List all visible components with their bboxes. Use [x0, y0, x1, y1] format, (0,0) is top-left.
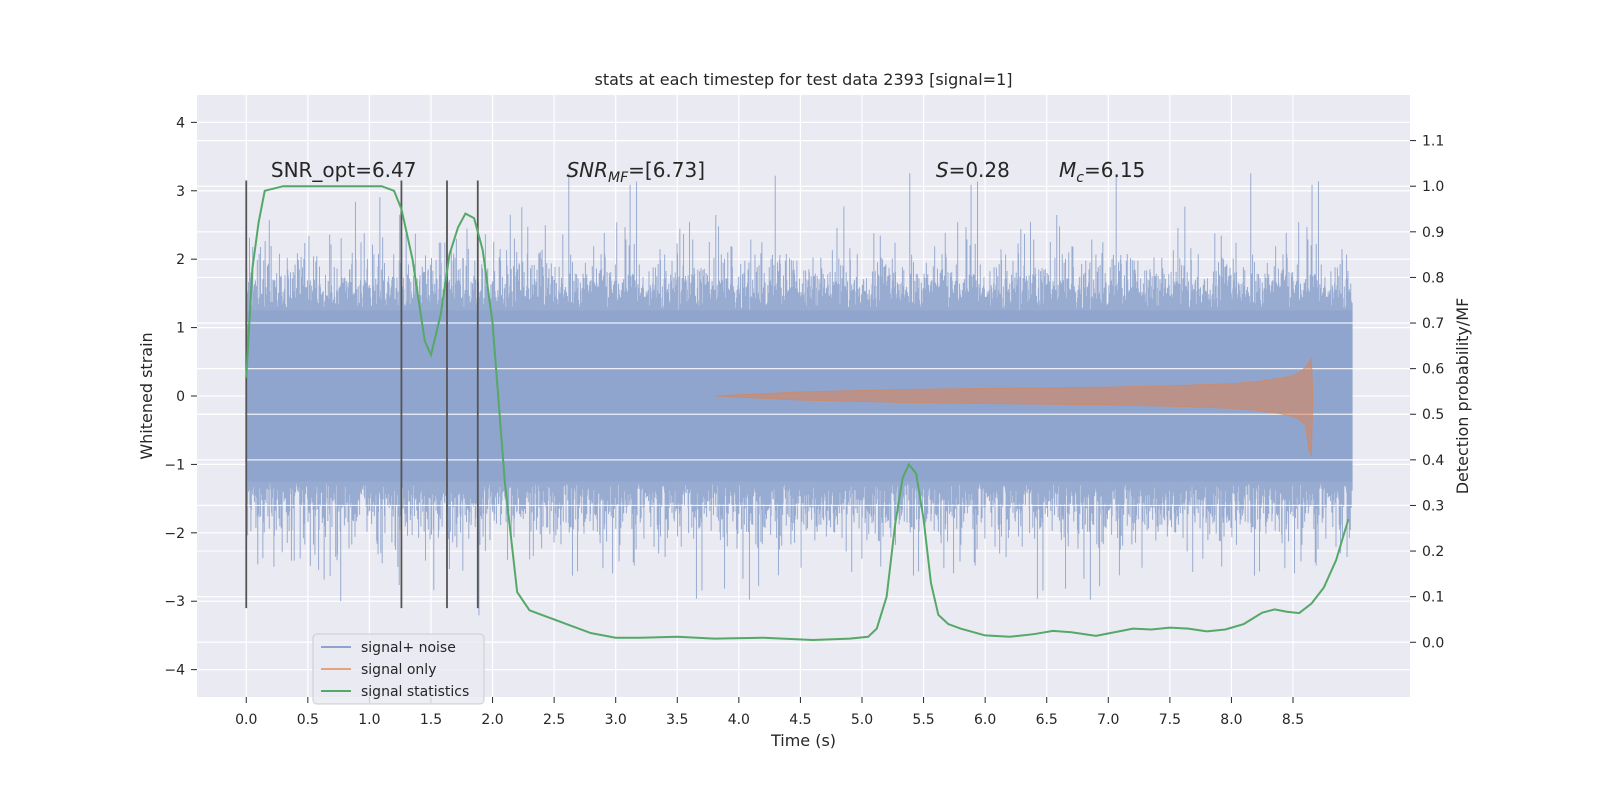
y-tick-label-5: −1 [164, 457, 185, 473]
x-tick-label-15: 7.5 [1159, 712, 1181, 728]
annotation-s-value-value: =0.28 [949, 158, 1010, 182]
annotation-snr-opt: SNR_opt=6.47 [271, 158, 417, 182]
x-tick-label-6: 3.0 [605, 712, 627, 728]
x-axis-label: Time (s) [770, 731, 836, 750]
annotation-snr-mf: SNRMF=[6.73] [566, 158, 705, 186]
legend-label-1: signal only [361, 662, 436, 678]
signal-statistics-series [245, 185, 1350, 641]
x-tick-label-11: 5.5 [912, 712, 934, 728]
y2-tick-label-1: 1.0 [1422, 179, 1444, 195]
x-tick-label-2: 1.0 [358, 712, 380, 728]
annotation-mc-value-symbol: M [1059, 158, 1076, 182]
x-tick-label-8: 4.0 [728, 712, 750, 728]
axes-layer: 0.0 0.5 1.0 1.5 2.0 2.5 3.0 3.5 4.0 4.5 5.0 5.5 6.0 6… [164, 115, 1444, 728]
y2-axis-label: Detection probability/MF [1453, 298, 1472, 495]
annotation-mc-value: Mc=6.15 [1059, 158, 1145, 186]
x-tick-label-4: 2.0 [481, 712, 503, 728]
y-tick-label-6: −2 [164, 526, 185, 542]
y-tick-label-3: 1 [176, 321, 185, 337]
x-tick-label-16: 8.0 [1220, 712, 1242, 728]
x-tick-label-17: 8.5 [1282, 712, 1304, 728]
x-tick-label-5: 2.5 [543, 712, 565, 728]
y-tick-label-1: 3 [176, 184, 185, 200]
x-tick-label-14: 7.0 [1097, 712, 1119, 728]
legend-box [312, 633, 485, 705]
legend-label-0: signal+ noise [361, 640, 456, 656]
x-tick-label-13: 6.5 [1036, 712, 1058, 728]
y2-tick-label-10: 0.1 [1422, 590, 1444, 606]
y2-tick-label-9: 0.2 [1422, 544, 1444, 560]
annotation-s-value-symbol: S [936, 158, 949, 182]
legend-label-2: signal statistics [361, 684, 469, 700]
y-tick-label-0: 4 [176, 115, 185, 131]
y2-tick-label-2: 0.9 [1422, 225, 1444, 241]
y-tick-label-4: 0 [176, 389, 185, 405]
y-axis-label: Whitened strain [137, 332, 156, 459]
annotation-s-value: S=0.28 [936, 158, 1010, 182]
y-tick-label-2: 2 [176, 252, 185, 268]
y2-tick-label-5: 0.6 [1422, 362, 1444, 378]
y-tick-label-8: −4 [164, 663, 185, 679]
y2-tick-label-11: 0.0 [1422, 635, 1444, 651]
annotation-mc-value-subscript: c [1076, 170, 1084, 186]
y2-tick-label-6: 0.5 [1422, 407, 1444, 423]
x-tick-label-7: 3.5 [666, 712, 688, 728]
annotation-snr-mf-value: =[6.73] [628, 158, 705, 182]
y2-tick-label-4: 0.7 [1422, 316, 1444, 332]
chart-title: stats at each timestep for test data 239… [594, 70, 1012, 89]
x-tick-label-0: 0.0 [235, 712, 257, 728]
x-tick-label-1: 0.5 [297, 712, 319, 728]
y2-tick-label-0: 1.1 [1422, 134, 1444, 150]
y2-tick-label-7: 0.4 [1422, 453, 1444, 469]
x-tick-label-12: 6.0 [974, 712, 996, 728]
x-tick-label-3: 1.5 [420, 712, 442, 728]
annotation-snr-mf-symbol: SNR [566, 158, 608, 182]
signal-only-envelope [714, 356, 1314, 457]
y-tick-label-7: −3 [164, 594, 185, 610]
signal-statistics-line [245, 185, 1350, 641]
legend: signal+ noise signal only signal statistic… [312, 633, 485, 705]
x-tick-label-9: 4.5 [789, 712, 811, 728]
signal-only-series [714, 356, 1314, 457]
annotation-mc-value-value: =6.15 [1084, 158, 1145, 182]
annotation-snr-mf-subscript: MF [608, 170, 629, 186]
annotations-layer: SNR_opt=6.47 SNRMF=[6.73] S=0.28 Mc=6.15 [271, 158, 1145, 186]
x-tick-label-10: 5.0 [851, 712, 873, 728]
y2-tick-label-3: 0.8 [1422, 270, 1444, 286]
y2-tick-label-8: 0.3 [1422, 498, 1444, 514]
vertical-markers [245, 180, 479, 609]
